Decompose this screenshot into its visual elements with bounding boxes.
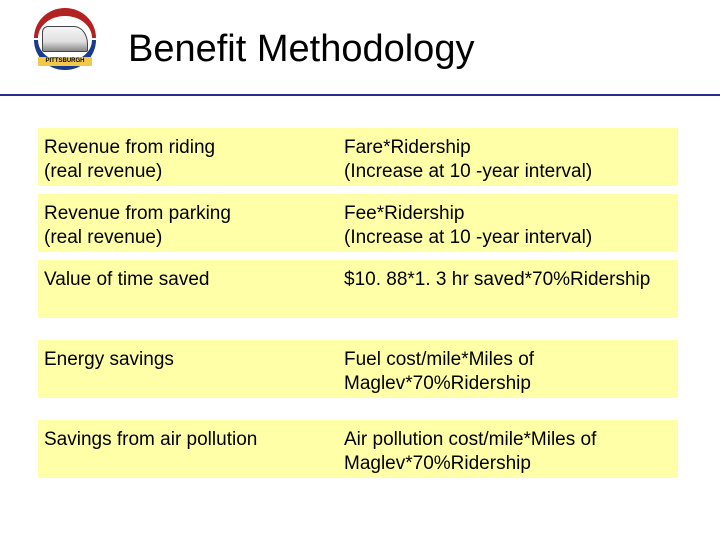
row-gap: [38, 186, 678, 194]
row-formula-line2: Maglev*70%Ridership: [344, 452, 670, 476]
row-formula: Fee*Ridership (Increase at 10 -year inte…: [338, 194, 678, 252]
logo-bottom-text: PITTSBURGH: [38, 57, 92, 66]
maglev-logo: PITTSBURGH: [34, 8, 96, 70]
row-label-line1: Savings from air pollution: [44, 428, 330, 452]
slide-title: Benefit Methodology: [128, 28, 474, 71]
row-gap: [38, 318, 678, 340]
row-label: Savings from air pollution: [38, 420, 338, 478]
row-formula-line1: Fee*Ridership: [344, 202, 670, 226]
row-formula-line1: Air pollution cost/mile*Miles of: [344, 428, 670, 452]
row-formula-line2: (Increase at 10 -year interval): [344, 160, 670, 184]
table-row: Savings from air pollution Air pollution…: [38, 420, 678, 478]
row-gap: [38, 252, 678, 260]
train-icon: [42, 26, 88, 52]
table-row: Value of time saved $10. 88*1. 3 hr save…: [38, 260, 678, 318]
row-formula: Fare*Ridership (Increase at 10 -year int…: [338, 128, 678, 186]
row-gap: [38, 398, 678, 420]
row-label: Value of time saved: [38, 260, 338, 318]
title-underline: [0, 94, 720, 96]
row-label: Revenue from parking (real revenue): [38, 194, 338, 252]
table-row: Revenue from riding (real revenue) Fare*…: [38, 128, 678, 186]
row-formula-line1: Fare*Ridership: [344, 136, 670, 160]
row-label: Revenue from riding (real revenue): [38, 128, 338, 186]
row-label-line2: (real revenue): [44, 160, 330, 184]
table-row: Energy savings Fuel cost/mile*Miles of M…: [38, 340, 678, 398]
row-formula-line1: $10. 88*1. 3 hr saved*70%Ridership: [344, 268, 670, 292]
row-formula-line2: Maglev*70%Ridership: [344, 372, 670, 396]
row-formula: Air pollution cost/mile*Miles of Maglev*…: [338, 420, 678, 478]
row-formula: Fuel cost/mile*Miles of Maglev*70%Riders…: [338, 340, 678, 398]
row-formula-line2: (Increase at 10 -year interval): [344, 226, 670, 250]
row-label-line1: Energy savings: [44, 348, 330, 372]
row-label-line2: (real revenue): [44, 226, 330, 250]
benefit-table: Revenue from riding (real revenue) Fare*…: [38, 128, 678, 478]
row-label-line1: Value of time saved: [44, 268, 330, 292]
slide-header: PITTSBURGH Benefit Methodology: [0, 0, 720, 98]
table-row: Revenue from parking (real revenue) Fee*…: [38, 194, 678, 252]
row-formula-line1: Fuel cost/mile*Miles of: [344, 348, 670, 372]
row-formula: $10. 88*1. 3 hr saved*70%Ridership: [338, 260, 678, 318]
row-label-line1: Revenue from parking: [44, 202, 330, 226]
slide: PITTSBURGH Benefit Methodology Revenue f…: [0, 0, 720, 540]
row-label-line1: Revenue from riding: [44, 136, 330, 160]
row-label: Energy savings: [38, 340, 338, 398]
